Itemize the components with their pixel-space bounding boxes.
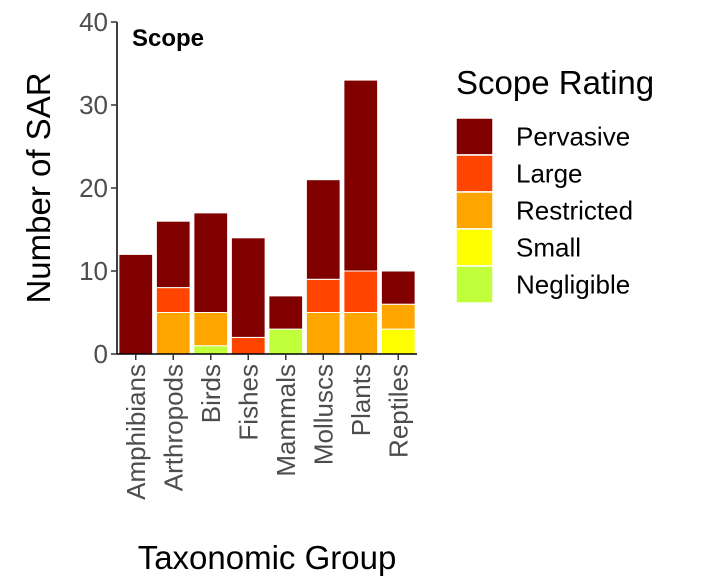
y-tick-label: 0 <box>94 339 108 369</box>
bar-plants-pervasive <box>343 79 379 272</box>
bar-mammals-pervasive <box>268 295 304 330</box>
legend-key-negligible <box>455 265 494 304</box>
bars-layer <box>118 79 416 355</box>
bar-amphibians-pervasive <box>118 253 154 355</box>
bar-arthropods-pervasive <box>155 220 191 289</box>
legend-label-large: Large <box>516 159 583 189</box>
x-tick-label-amphibians: Amphibians <box>121 364 151 500</box>
bar-birds-negligible <box>193 345 229 355</box>
legend-key-restricted <box>455 191 494 230</box>
legend-label-small: Small <box>516 233 581 263</box>
legend-label-pervasive: Pervasive <box>516 122 630 152</box>
bar-arthropods-large <box>155 287 191 314</box>
bar-molluscs-large <box>305 278 341 313</box>
x-tick-label-fishes: Fishes <box>233 364 263 441</box>
y-tick-label: 20 <box>79 173 108 203</box>
bar-molluscs-restricted <box>305 312 341 355</box>
x-ticks: Amphibians Arthropods Birds Fishes Mammals Mo… <box>121 354 413 500</box>
bar-plants-large <box>343 270 379 313</box>
chart-title: Scope <box>132 25 204 52</box>
bar-reptiles-pervasive <box>380 270 416 305</box>
legend-key-small <box>455 228 494 267</box>
x-tick-label-birds: Birds <box>196 364 226 423</box>
x-tick-label-mammals: Mammals <box>271 364 301 477</box>
legend-label-negligible: Negligible <box>516 270 630 300</box>
x-tick-label-arthropods: Arthropods <box>158 364 188 491</box>
x-tick-label-reptiles: Reptiles <box>383 364 413 458</box>
x-axis-title: Taxonomic Group <box>138 539 397 576</box>
bar-plants-restricted <box>343 312 379 355</box>
y-axis-title: Number of SAR <box>20 72 57 303</box>
legend-label-restricted: Restricted <box>516 196 633 226</box>
bar-reptiles-small <box>380 328 416 355</box>
y-tick-label: 10 <box>79 256 108 286</box>
legend-title: Scope Rating <box>456 64 654 101</box>
bar-reptiles-restricted <box>380 303 416 330</box>
bar-arthropods-restricted <box>155 312 191 355</box>
bar-fishes-pervasive <box>230 237 266 338</box>
bar-mammals-negligible <box>268 328 304 355</box>
legend-key-large <box>455 154 494 193</box>
x-tick-label-plants: Plants <box>346 364 376 436</box>
bar-birds-restricted <box>193 312 229 347</box>
bar-molluscs-pervasive <box>305 179 341 280</box>
y-tick-label: 30 <box>79 90 108 120</box>
legend-key-pervasive <box>455 117 494 156</box>
bar-fishes-large <box>230 336 266 355</box>
bar-birds-pervasive <box>193 212 229 313</box>
y-ticks: 0 10 20 30 40 <box>79 7 117 369</box>
y-tick-label: 40 <box>79 7 108 37</box>
legend: Pervasive Large Restricted Small Negligible <box>455 117 633 304</box>
x-tick-label-molluscs: Molluscs <box>308 364 338 465</box>
